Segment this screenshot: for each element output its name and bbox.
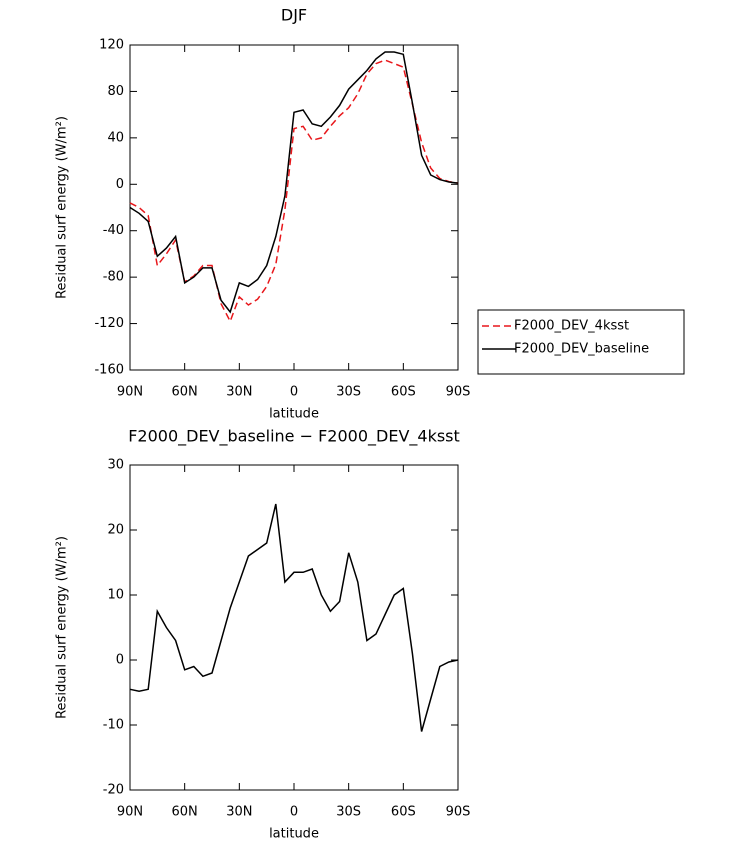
chart-title: DJF: [281, 6, 307, 25]
legend-label: F2000_DEV_baseline: [514, 342, 649, 357]
x-axis-title: latitude: [269, 827, 319, 842]
x-tick-label: 90N: [117, 805, 143, 820]
y-tick-label: -40: [103, 223, 124, 238]
y-tick-label: 120: [99, 38, 124, 53]
x-tick-label: 60S: [391, 805, 416, 820]
y-tick-label: -10: [103, 718, 124, 733]
data-line: [129, 59, 459, 324]
x-tick-label: 60S: [391, 385, 416, 400]
y-tick-label: 80: [107, 84, 124, 99]
x-tick-label: 90S: [446, 385, 471, 400]
y-tick-label: -20: [103, 783, 124, 798]
x-tick-label: 90N: [117, 385, 143, 400]
x-tick-label: 30N: [226, 385, 252, 400]
chart-title: F2000_DEV_baseline − F2000_DEV_4ksst: [128, 427, 460, 447]
x-tick-label: 60N: [172, 805, 198, 820]
y-tick-label: 30: [107, 458, 124, 473]
y-tick-label: 10: [107, 588, 124, 603]
plot-frame: [129, 44, 459, 371]
x-axis-title: latitude: [269, 407, 319, 422]
y-axis-title: Residual surf energy (W/m²): [55, 116, 70, 299]
y-axis-title: Residual surf energy (W/m²): [55, 536, 70, 719]
data-line: [129, 51, 459, 314]
data-line: [129, 503, 459, 732]
x-tick-label: 60N: [172, 385, 198, 400]
y-tick-label: -160: [94, 363, 124, 378]
x-tick-label: 30N: [226, 805, 252, 820]
x-tick-label: 30S: [336, 385, 361, 400]
y-tick-label: 20: [107, 523, 124, 538]
x-tick-label: 0: [290, 385, 298, 400]
x-tick-label: 90S: [446, 805, 471, 820]
legend-label: F2000_DEV_4ksst: [514, 319, 629, 334]
legend-box: [477, 309, 685, 375]
y-tick-label: -120: [94, 316, 124, 331]
x-tick-label: 0: [290, 805, 298, 820]
y-tick-label: 0: [116, 653, 124, 668]
y-tick-label: -80: [103, 270, 124, 285]
y-tick-label: 0: [116, 177, 124, 192]
x-tick-label: 30S: [336, 805, 361, 820]
y-tick-label: 40: [107, 130, 124, 145]
